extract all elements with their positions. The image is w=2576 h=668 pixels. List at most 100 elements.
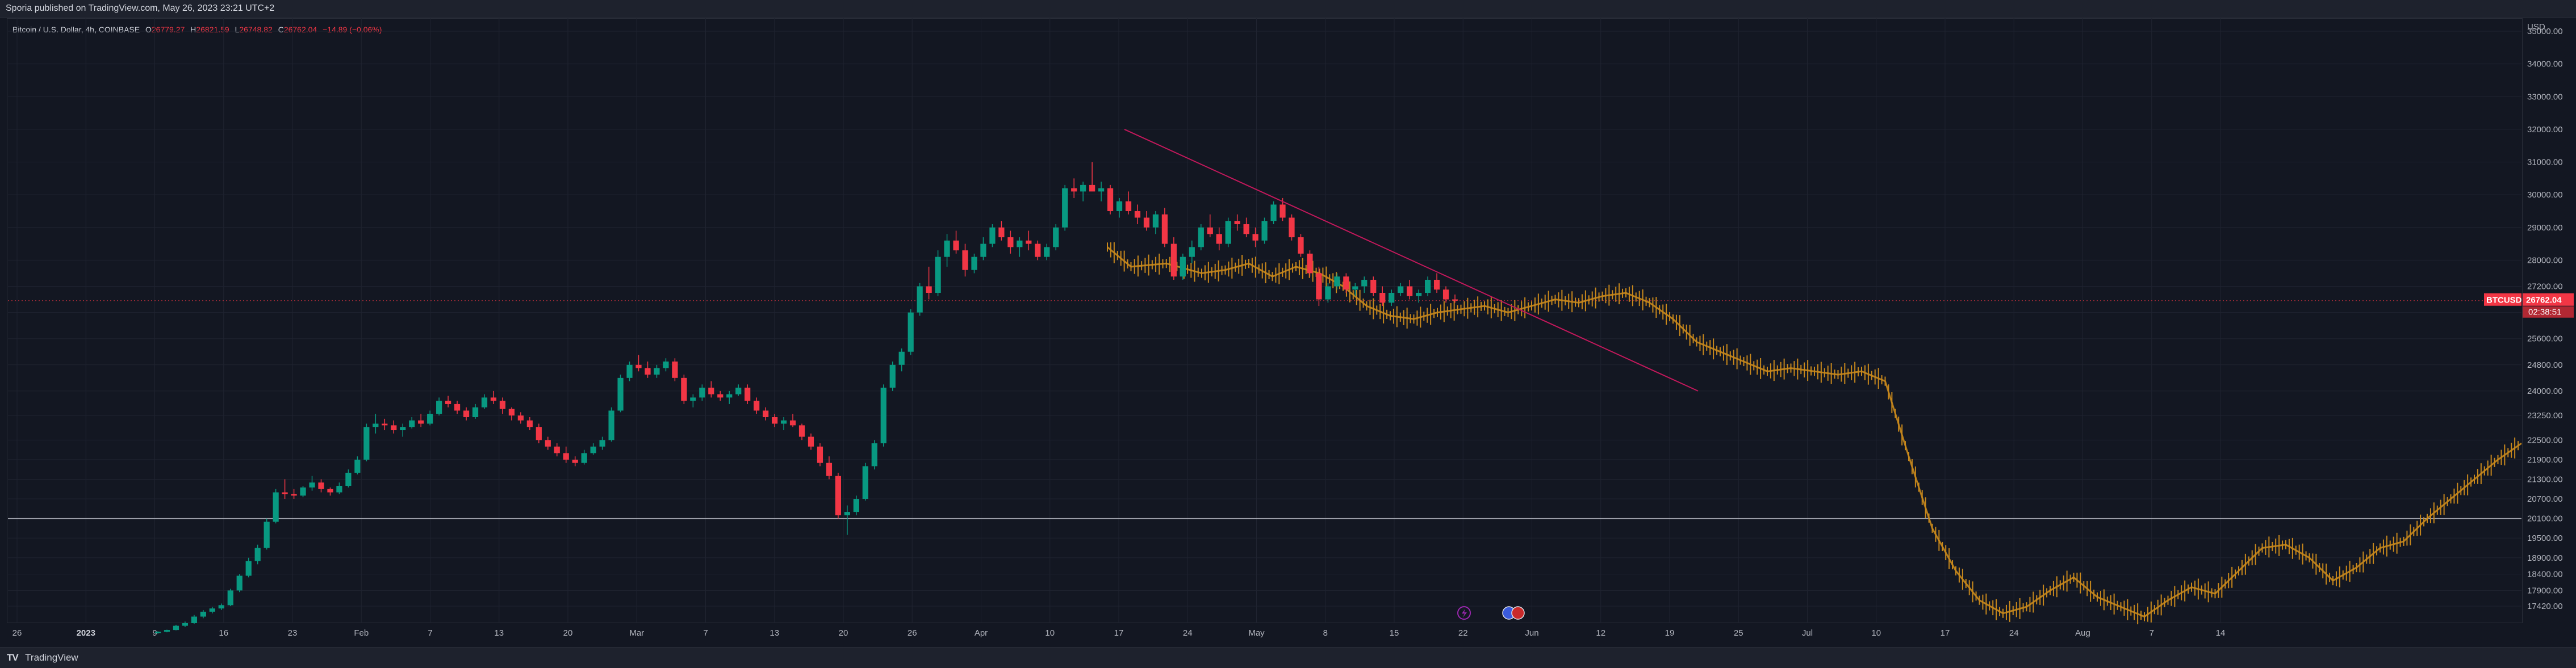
- price-tick-label: 30000.00: [2527, 190, 2563, 200]
- candle-body: [1442, 289, 1449, 300]
- candle-body: [826, 463, 833, 476]
- trend-line: [1124, 129, 1699, 392]
- price-tick-label: 21900.00: [2527, 455, 2563, 465]
- candle-body: [1026, 240, 1032, 244]
- time-tick-label: 26: [12, 628, 22, 638]
- candle-body: [499, 401, 506, 409]
- candle-body: [898, 351, 905, 365]
- candle-body: [400, 427, 406, 431]
- lightning-glyph-icon: [1462, 609, 1467, 617]
- time-tick-label: 24: [1183, 628, 1193, 638]
- time-tick-label: 26: [908, 628, 917, 638]
- time-tick-label: 25: [1734, 628, 1743, 638]
- candle-body: [726, 394, 733, 398]
- price-tick-label: 18900.00: [2527, 553, 2563, 563]
- candle-body: [635, 364, 642, 368]
- candle-body: [1361, 279, 1368, 287]
- candle-body: [236, 575, 242, 591]
- candle-body: [508, 409, 515, 416]
- time-tick-label: 7: [703, 628, 708, 638]
- candle-body: [862, 466, 868, 499]
- candle-body: [245, 561, 252, 576]
- time-tick-label: 10: [1045, 628, 1055, 638]
- chart-area[interactable]: [7, 18, 2523, 623]
- price-tick-label: 31000.00: [2527, 158, 2563, 167]
- countdown-badge-bg: [2523, 306, 2574, 318]
- candles: [154, 162, 1458, 634]
- candle-body: [599, 440, 605, 447]
- candle-body: [581, 453, 587, 463]
- price-tick-label: 32000.00: [2527, 125, 2563, 135]
- time-tick-label: May: [1248, 628, 1265, 638]
- time-tick-label: 20: [563, 628, 573, 638]
- candle-body: [817, 446, 823, 463]
- candle-body: [1307, 253, 1313, 274]
- candle-body: [1352, 286, 1358, 290]
- candle-body: [1433, 279, 1440, 290]
- candle-body: [699, 388, 705, 398]
- price-tick-label: 29000.00: [2527, 223, 2563, 233]
- footer-bar: TV TradingView: [0, 647, 2576, 668]
- projection-series: [1107, 242, 2522, 624]
- candle-body: [754, 401, 760, 411]
- candle-body: [254, 548, 261, 561]
- candle-body: [1452, 299, 1458, 301]
- candle-body: [327, 489, 333, 493]
- price-tick-label: 27200.00: [2527, 282, 2563, 291]
- candle-body: [164, 630, 170, 632]
- candle-body: [1207, 227, 1213, 234]
- candle-body: [1243, 224, 1249, 234]
- candle-body: [481, 397, 488, 407]
- candle-body: [808, 436, 814, 447]
- candle-body: [1116, 201, 1123, 211]
- candle-body: [672, 362, 678, 378]
- candle-body: [935, 257, 941, 293]
- candle-body: [1170, 243, 1177, 277]
- time-tick-label: 22: [1458, 628, 1468, 638]
- price-tick-label: 24800.00: [2527, 360, 2563, 370]
- candle-body: [1089, 184, 1095, 192]
- candle-body: [545, 440, 551, 447]
- open-value: 26779.27: [151, 25, 185, 34]
- candle-body: [1261, 221, 1268, 241]
- candle-body: [717, 394, 724, 398]
- publish-text: Sporia published on TradingView.com, May…: [6, 3, 275, 13]
- candle-body: [427, 414, 433, 424]
- candle-body: [154, 631, 161, 633]
- price-tick-label: 20100.00: [2527, 514, 2563, 524]
- candle-body: [536, 427, 542, 440]
- candle-body: [409, 420, 415, 427]
- time-tick-label: Aug: [2075, 628, 2090, 638]
- candle-body: [745, 388, 751, 401]
- open-label: O: [145, 25, 152, 34]
- symbol-title[interactable]: Bitcoin / U.S. Dollar, 4h, COINBASE: [12, 25, 140, 34]
- candle-body: [218, 605, 224, 609]
- price-badge: BTCUSD 26762.04 02:38:51: [2484, 293, 2574, 318]
- candle-body: [1198, 227, 1204, 247]
- event-markers: [1457, 606, 1525, 620]
- candle-body: [382, 423, 388, 426]
- time-tick-label: Apr: [975, 628, 988, 638]
- candle-body: [989, 227, 996, 244]
- candle-body: [889, 364, 896, 388]
- time-tick-label: 13: [770, 628, 779, 638]
- candle-body: [436, 401, 442, 414]
- high-value: 26821.59: [196, 25, 229, 34]
- candle-body: [1289, 217, 1295, 238]
- candle-body: [1379, 293, 1386, 303]
- candle-body: [345, 472, 352, 486]
- price-tick-label: 33000.00: [2527, 92, 2563, 102]
- price-tick-label: 19500.00: [2527, 533, 2563, 543]
- candle-body: [209, 608, 215, 612]
- candle-body: [463, 410, 470, 417]
- candle-body: [663, 362, 669, 368]
- candle-body: [962, 250, 968, 270]
- tradingview-brand-text: TradingView: [25, 652, 78, 663]
- candle-body: [735, 388, 742, 394]
- time-axis: 26 2023 9 16 23 Feb 7 13 20 Mar 7 13 20 26 Apr 10 17 24 Ma…: [12, 628, 2226, 638]
- time-tick-label: 2023: [77, 628, 95, 638]
- candle-body: [1252, 234, 1258, 241]
- price-tick-label: 25600.00: [2527, 334, 2563, 344]
- tradingview-logo[interactable]: TV TradingView: [7, 652, 78, 663]
- price-axis: 35000.00 34000.00 33000.00 32000.00 31000.00…: [2527, 22, 2563, 611]
